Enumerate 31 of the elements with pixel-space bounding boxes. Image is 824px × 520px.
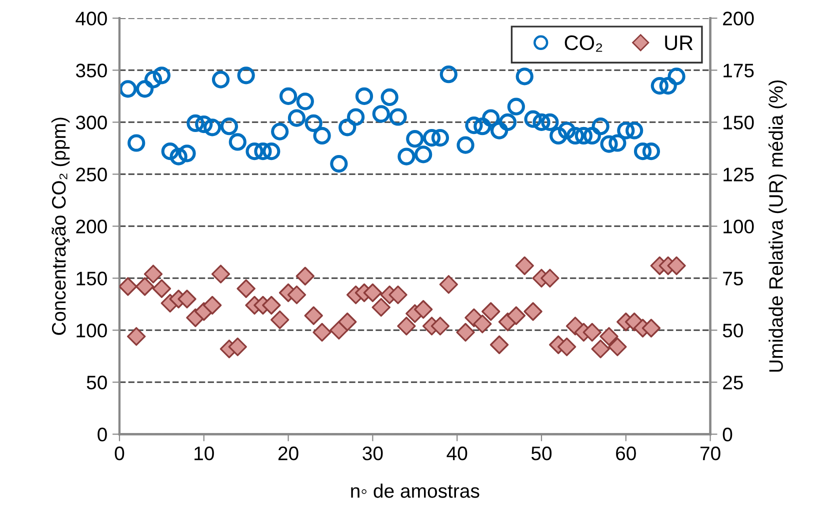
legend-label: UR	[665, 36, 693, 50]
y-tick-label: 0	[98, 428, 107, 442]
y-tick-label: 250	[76, 168, 107, 182]
y-tick-label: 400	[76, 12, 107, 26]
y2-tick-label: 25	[723, 376, 743, 390]
y2-tick-label: 150	[724, 116, 754, 130]
y-tick-label: 50	[86, 376, 107, 390]
x-tick-label: 20	[278, 446, 298, 460]
y2-axis-title: Umidade Relativa (UR) média (%)	[768, 80, 787, 372]
y2-tick-label: 175	[724, 64, 754, 78]
x-tick-label: 40	[446, 446, 468, 460]
y2-tick-label: 125	[724, 168, 754, 182]
y2-tick-label: 0	[722, 428, 732, 442]
y2-tick-label: 75	[723, 272, 743, 286]
y-tick-label: 100	[76, 324, 107, 338]
y-tick-label: 350	[76, 64, 107, 78]
x-tick-label: 60	[616, 446, 636, 460]
y-tick-label: 300	[76, 116, 107, 130]
x-tick-label: 50	[531, 446, 552, 460]
y-tick-label: 150	[76, 272, 107, 286]
y-tick-label: 200	[76, 220, 107, 234]
x-tick-label: 70	[700, 446, 720, 460]
x-tick-label: 10	[194, 446, 214, 460]
y-axis-title: Concentração CO₂ (ppm)	[51, 118, 70, 335]
x-tick-label: 30	[362, 446, 383, 460]
legend-label: CO₂	[564, 35, 602, 52]
y2-tick-label: 100	[724, 220, 754, 234]
y2-tick-label: 200	[723, 12, 754, 26]
x-tick-label: 0	[114, 446, 124, 460]
x-axis-title: n◦ de amostras	[351, 484, 480, 498]
y2-tick-label: 50	[722, 324, 743, 338]
